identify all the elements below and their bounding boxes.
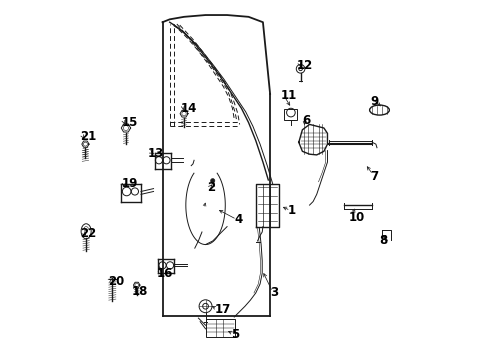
Text: 3: 3 [270,287,278,300]
Text: 13: 13 [148,147,165,159]
Text: 12: 12 [297,59,313,72]
Text: 1: 1 [288,204,296,217]
Text: 16: 16 [157,267,173,280]
Text: 19: 19 [122,177,138,190]
Text: 7: 7 [370,170,379,183]
Text: 20: 20 [108,275,124,288]
Text: 8: 8 [379,234,388,247]
Text: 10: 10 [349,211,365,224]
Text: 14: 14 [180,102,197,115]
Text: 11: 11 [281,89,297,102]
Bar [285,109,297,120]
Text: 21: 21 [80,130,97,144]
Circle shape [211,179,215,183]
Text: 6: 6 [302,114,311,127]
Text: 9: 9 [370,95,379,108]
Text: 4: 4 [234,213,243,226]
Bar [205,319,235,337]
Text: 17: 17 [215,303,231,316]
Text: 5: 5 [231,328,239,341]
Text: 15: 15 [122,116,138,129]
Text: 2: 2 [207,181,216,194]
Text: 22: 22 [80,227,97,240]
Text: 18: 18 [131,285,147,298]
